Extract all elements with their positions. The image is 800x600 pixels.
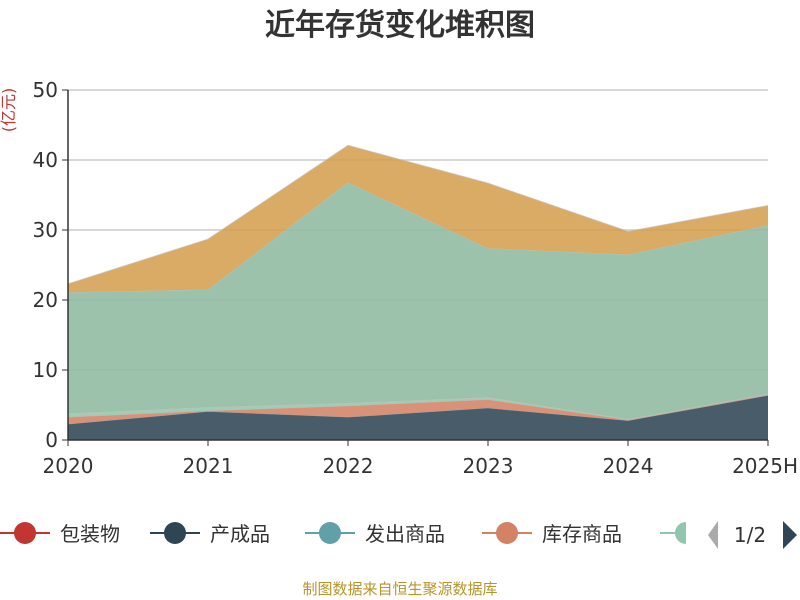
y-tick-label: 50 — [33, 78, 58, 102]
x-tick-label: 2023 — [463, 454, 514, 478]
area-series-1 — [68, 395, 768, 440]
y-tick-label: 20 — [33, 288, 58, 312]
tick-labels: 0 10 20 30 40 50 2020 2021 2022 2023 2024 2025H — [33, 78, 798, 478]
legend-marker — [675, 522, 686, 544]
legend-label: 库存商品 — [542, 522, 622, 546]
legend-item-partial[interactable] — [660, 522, 686, 544]
legend-item[interactable]: 发出商品 — [305, 522, 445, 546]
y-tick-label: 0 — [45, 428, 58, 452]
x-tick-label: 2022 — [323, 454, 374, 478]
legend-marker — [164, 522, 186, 544]
legend-prev-page-icon[interactable] — [708, 521, 718, 549]
area-series-5 — [68, 182, 768, 419]
y-tick-label: 30 — [33, 218, 58, 242]
legend-label: 发出商品 — [365, 522, 445, 546]
data-source-note: 制图数据来自恒生聚源数据库 — [302, 580, 497, 598]
legend-label: 包装物 — [60, 522, 120, 546]
x-tick-label: 2020 — [43, 454, 94, 478]
legend: 包装物 产成品 发出商品 库存商品 — [0, 522, 686, 546]
legend-next-page-icon[interactable] — [783, 521, 797, 549]
area-series-6 — [68, 145, 768, 293]
chart-title: 近年存货变化堆积图 — [265, 8, 535, 43]
x-tick-label: 2025H — [732, 454, 798, 478]
legend-pager: 1/2 — [708, 521, 797, 549]
y-tick-label: 40 — [33, 148, 58, 172]
legend-item[interactable]: 库存商品 — [482, 522, 622, 546]
series-areas — [67, 144, 769, 440]
legend-marker — [14, 522, 36, 544]
legend-label: 产成品 — [210, 522, 270, 546]
x-tick-label: 2024 — [603, 454, 654, 478]
y-tick-label: 10 — [33, 358, 58, 382]
legend-item[interactable]: 包装物 — [0, 522, 120, 546]
legend-item[interactable]: 产成品 — [150, 522, 270, 546]
y-axis-label: (亿元) — [0, 88, 18, 133]
legend-page-indicator: 1/2 — [734, 523, 766, 547]
area-series-line-1 — [67, 394, 769, 425]
area-series-3 — [68, 394, 768, 424]
area-series-line-6 — [67, 144, 769, 285]
x-tick-label: 2021 — [183, 454, 234, 478]
legend-marker — [319, 522, 341, 544]
legend-marker — [496, 522, 518, 544]
axes — [67, 90, 768, 441]
